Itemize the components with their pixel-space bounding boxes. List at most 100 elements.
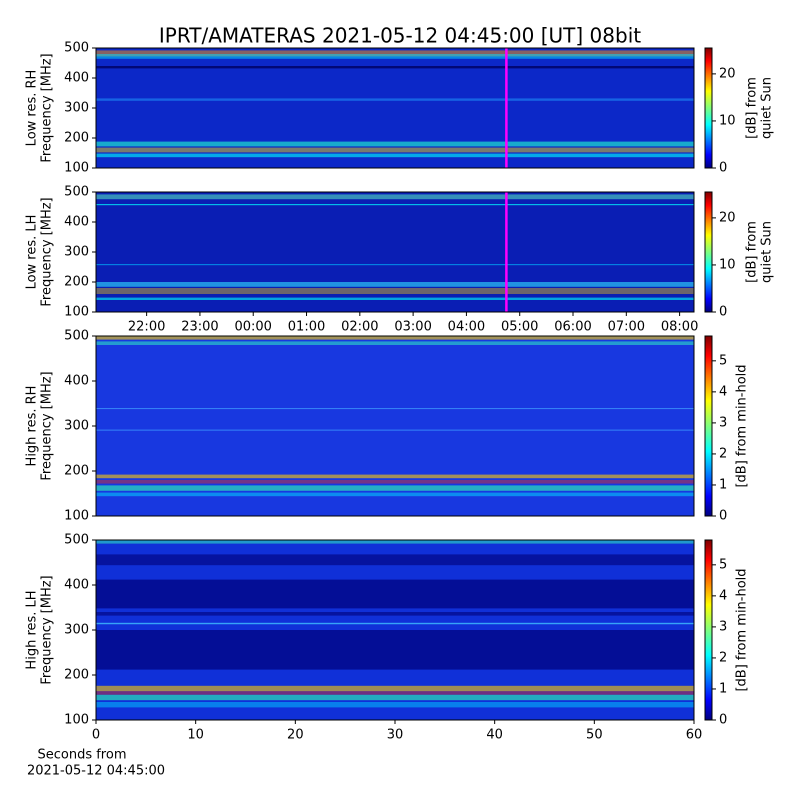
- spectrogram-band: [96, 282, 694, 287]
- colorbar-tick-label: 4: [719, 588, 727, 603]
- spectrogram-band: [96, 98, 694, 101]
- spectrogram-band: [96, 297, 694, 300]
- colorbar-label: [dB] from: [745, 77, 760, 139]
- spectrogram-band: [96, 429, 694, 431]
- spectrogram-band: [96, 336, 694, 340]
- spectrogram-band: [96, 341, 694, 345]
- y-tick-label: 500: [64, 533, 89, 548]
- y-tick-label: 200: [64, 464, 89, 479]
- spectrogram-band: [96, 554, 694, 566]
- y-tick-label: 100: [64, 305, 89, 320]
- x-tick-label: 03:00: [394, 320, 431, 335]
- spectrogram-band: [96, 622, 694, 625]
- colorbar-tick-label: 0: [719, 509, 727, 524]
- colorbar-tick-label: 0: [719, 713, 727, 728]
- y-tick-label: 100: [64, 161, 89, 176]
- spectrogram-band: [96, 694, 694, 701]
- colorbar-label: [dB] from min-hold: [735, 364, 750, 487]
- colorbar-tick-label: 1: [719, 681, 727, 696]
- x-tick-label: 10: [187, 728, 204, 743]
- spectrogram-band: [96, 50, 694, 57]
- colorbar-label: [dB] from min-hold: [735, 568, 750, 691]
- colorbar-tick-label: 4: [719, 384, 727, 399]
- y-axis-label: Frequency [MHz]: [40, 197, 55, 306]
- y-axis-label: Low res. RH: [25, 70, 40, 147]
- y-tick-label: 400: [64, 578, 89, 593]
- colorbar-tick-label: 20: [719, 66, 736, 81]
- x-tick-label: 0: [92, 728, 100, 743]
- spectrogram-band: [96, 204, 694, 206]
- y-axis-label: High res. LH: [25, 590, 40, 669]
- colorbar-tick-label: 5: [719, 353, 727, 368]
- spectrogram-band: [96, 612, 694, 616]
- y-tick-label: 400: [64, 374, 89, 389]
- spectrogram-band: [96, 485, 694, 491]
- colorbar-tick-label: 10: [719, 257, 736, 272]
- x-tick-label: 40: [486, 728, 503, 743]
- spectrogram-band: [96, 480, 694, 484]
- y-tick-label: 300: [64, 623, 89, 638]
- y-tick-label: 100: [64, 713, 89, 728]
- x-tick-label: 22:00: [128, 320, 165, 335]
- colorbar-label: quiet Sun: [760, 221, 775, 283]
- colorbar-tick-label: 2: [719, 446, 727, 461]
- x-tick-label: 60: [686, 728, 703, 743]
- colorbar-tick-label: 3: [719, 619, 727, 634]
- x-tick-label: 06:00: [554, 320, 591, 335]
- y-tick-label: 300: [64, 101, 89, 116]
- spectrogram: [96, 192, 694, 312]
- colorbar: [704, 47, 713, 169]
- spectrogram-band: [96, 630, 694, 670]
- colorbar: [704, 191, 713, 313]
- x-tick-label: 04:00: [448, 320, 485, 335]
- y-tick-label: 200: [64, 668, 89, 683]
- spectrogram-band: [96, 264, 694, 266]
- spectrogram-band: [96, 141, 694, 147]
- spectrogram-band: [96, 408, 694, 410]
- y-axis-label: Frequency [MHz]: [40, 371, 55, 480]
- y-axis-label: Frequency [MHz]: [40, 575, 55, 684]
- y-tick-label: 400: [64, 71, 89, 86]
- x-tick-label: 01:00: [288, 320, 325, 335]
- x-tick-label: 20: [287, 728, 304, 743]
- y-tick-label: 500: [64, 185, 89, 200]
- x-tick-label: 23:00: [181, 320, 218, 335]
- spectrogram-band: [96, 54, 694, 59]
- x-axis-label: Seconds from: [37, 748, 126, 763]
- spectrogram-band: [96, 579, 694, 609]
- spectrogram-band: [96, 147, 694, 153]
- y-tick-label: 200: [64, 275, 89, 290]
- x-tick-label: 00:00: [234, 320, 271, 335]
- colorbar-tick-label: 20: [719, 210, 736, 225]
- x-tick-label: 05:00: [501, 320, 538, 335]
- spectrogram-band: [96, 540, 694, 544]
- spectrogram-band: [96, 194, 694, 200]
- x-tick-label: 07:00: [608, 320, 645, 335]
- y-tick-label: 300: [64, 245, 89, 260]
- y-axis-label: High res. RH: [25, 386, 40, 467]
- y-tick-label: 200: [64, 131, 89, 146]
- colorbar: [704, 335, 713, 517]
- colorbar-tick-label: 0: [719, 305, 727, 320]
- spectrogram-band: [96, 66, 694, 69]
- x-tick-label: 02:00: [341, 320, 378, 335]
- colorbar-label: quiet Sun: [760, 77, 775, 139]
- spectrogram-band: [96, 702, 694, 708]
- spectrogram-band: [96, 474, 694, 479]
- spectrogram-band: [96, 288, 694, 294]
- colorbar-tick-label: 3: [719, 415, 727, 430]
- spectrogram-band: [96, 492, 694, 497]
- colorbar-tick-label: 1: [719, 477, 727, 492]
- y-axis-label: Frequency [MHz]: [40, 53, 55, 162]
- colorbar: [704, 539, 713, 721]
- spectrogram-band: [96, 685, 694, 692]
- colorbar-label: [dB] from: [745, 221, 760, 283]
- y-tick-label: 300: [64, 419, 89, 434]
- x-tick-label: 08:00: [661, 320, 698, 335]
- x-tick-label: 30: [387, 728, 404, 743]
- x-axis-label: 2021-05-12 04:45:00: [27, 764, 165, 779]
- y-tick-label: 500: [64, 329, 89, 344]
- colorbar-tick-label: 0: [719, 161, 727, 176]
- y-tick-label: 400: [64, 215, 89, 230]
